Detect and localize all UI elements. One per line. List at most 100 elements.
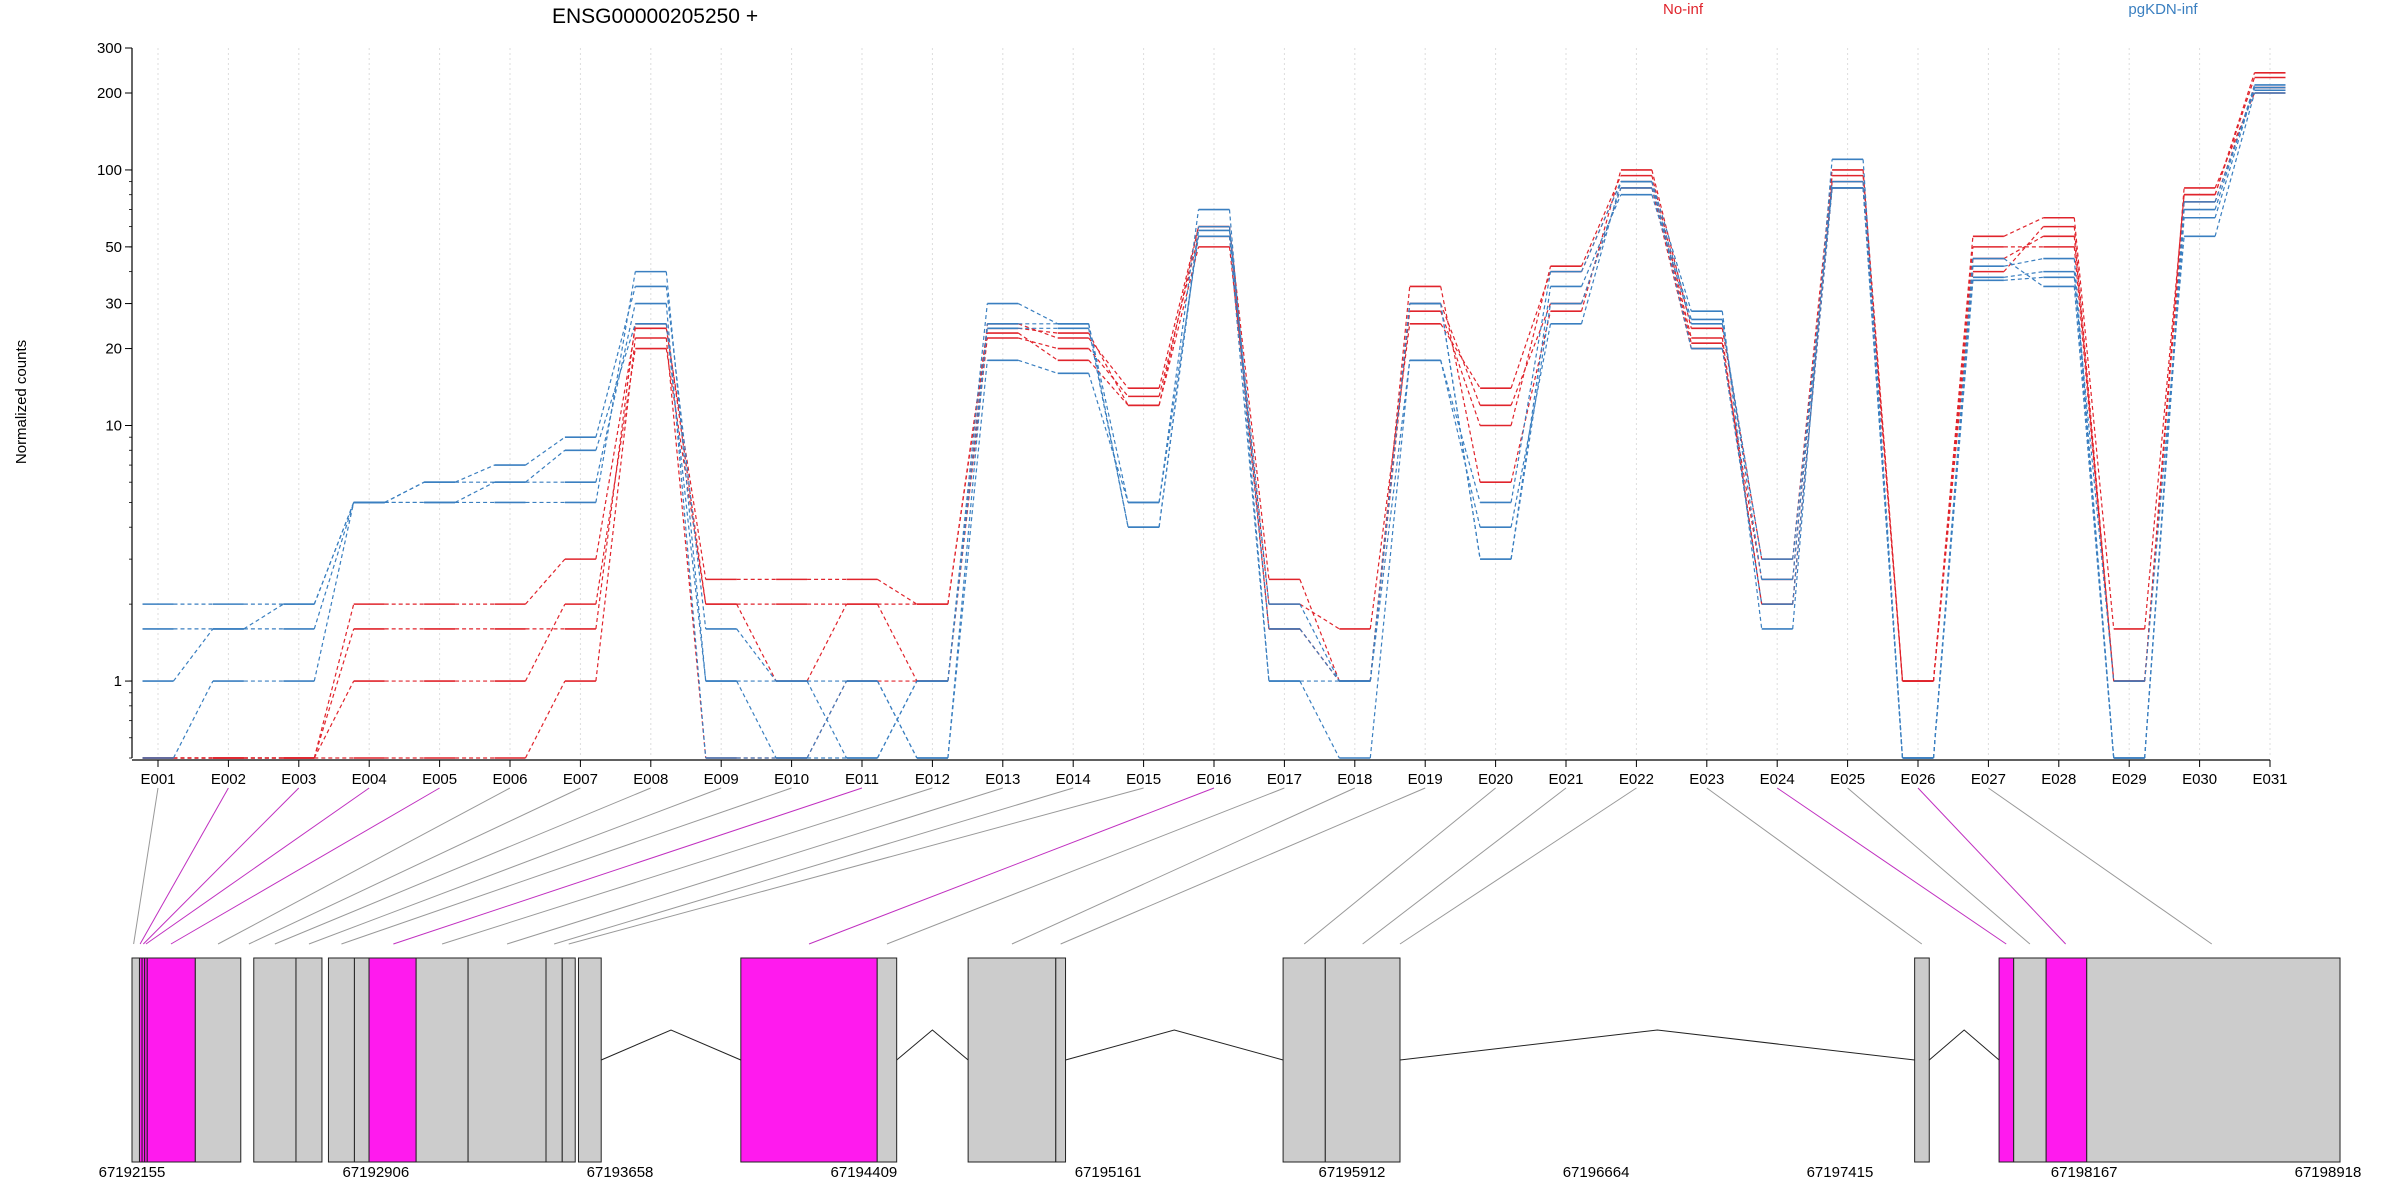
link-E011 (393, 787, 863, 945)
exon-box-E017 (740, 957, 878, 1163)
x-tick-label-E013: E013 (985, 771, 1020, 788)
series-3-connector (876, 603, 918, 682)
series-3-connector (313, 628, 355, 759)
exon-box-E010 (353, 957, 370, 1163)
exon-box-E012 (415, 957, 469, 1163)
intron-4 (1399, 1029, 1915, 1061)
series-7-connector (313, 502, 355, 682)
exon-box-E026 (2045, 957, 2088, 1163)
coord-label-2: 67192906 (342, 1164, 409, 1181)
exon-box-E013 (467, 957, 547, 1163)
x-tick-label-E016: E016 (1196, 771, 1231, 788)
intron-5 (1928, 1029, 2000, 1061)
coord-label-5: 67195161 (1075, 1164, 1142, 1181)
series-5-connector (1510, 271, 1552, 503)
x-tick-label-E020: E020 (1478, 771, 1513, 788)
series-4-connector (1440, 311, 1481, 426)
series-5-connector (1018, 303, 1058, 325)
series-8-connector (1299, 603, 1340, 682)
series-8 (142, 89, 2286, 759)
series-7-connector (1580, 181, 1622, 324)
series-2-connector (1580, 187, 1622, 304)
x-tick-label-E004: E004 (352, 771, 387, 788)
series-3-connector (1510, 311, 1552, 483)
link-E026 (1917, 787, 2066, 945)
series-7-connector (1018, 359, 1058, 374)
series-4-connector (595, 328, 636, 560)
link-E022 (1399, 787, 1637, 945)
link-E004 (145, 787, 370, 945)
series-1-connector (806, 603, 848, 682)
exon-box-E008 (295, 957, 323, 1163)
series-5-connector (1580, 181, 1622, 272)
series-6-connector (1580, 194, 1622, 287)
series-6-connector (1932, 258, 1974, 759)
x-tick-label-E008: E008 (633, 771, 668, 788)
series-4-connector (525, 558, 566, 605)
series-8-connector (1862, 181, 1904, 759)
series-8-connector (2073, 258, 2115, 759)
x-tick-label-E027: E027 (1971, 771, 2006, 788)
x-tick-label-E007: E007 (563, 771, 598, 788)
series-1-connector (1932, 271, 1974, 682)
exon-box-E021 (1282, 957, 1326, 1163)
series-8-connector (1369, 303, 1411, 682)
link-E012 (441, 787, 933, 945)
coord-label-9: 67198167 (2051, 1164, 2118, 1181)
series-7-connector (1862, 187, 1904, 759)
series-8-connector (1932, 266, 1974, 759)
series-6-connector (2003, 258, 2044, 287)
series-6-connector (1651, 194, 1692, 324)
exon-box-E023 (1914, 957, 1930, 1163)
exon-box-E019 (967, 957, 1057, 1163)
series-8-connector (173, 628, 214, 682)
link-E013 (506, 787, 1003, 945)
coord-label-7: 67196664 (1563, 1164, 1630, 1181)
series-6-connector (736, 628, 777, 682)
series-2-connector (2144, 194, 2185, 629)
exon-links (133, 787, 2213, 945)
x-tick-label-E030: E030 (2182, 771, 2217, 788)
x-tick-label-E026: E026 (1900, 771, 1935, 788)
series-2-connector (1932, 236, 1974, 682)
link-E019 (1060, 787, 1426, 945)
exon-box-E022 (1324, 957, 1401, 1163)
series-4-connector (2144, 194, 2185, 682)
exon-box-E006 (194, 957, 242, 1163)
series-4-connector (313, 603, 355, 759)
series-8-connector (384, 481, 425, 503)
x-tick-label-E019: E019 (1408, 771, 1443, 788)
series-8-connector (876, 680, 918, 759)
series-5-connector (1088, 323, 1129, 503)
series-1-connector (1088, 359, 1129, 406)
series-8-connector (947, 328, 988, 682)
series-5-connector (1158, 209, 1200, 503)
link-E025 (1847, 787, 2031, 945)
series-2-connector (2003, 217, 2044, 237)
x-tick-label-E001: E001 (140, 771, 175, 788)
series-2-connector (1651, 187, 1692, 349)
link-E008 (274, 787, 651, 945)
exon-box-E007 (253, 957, 297, 1163)
exon-box-E011 (368, 957, 417, 1163)
series-4-connector (1651, 175, 1692, 339)
series-3-connector (2003, 235, 2044, 260)
exon-box-E016 (577, 957, 602, 1163)
x-tick-label-E012: E012 (915, 771, 950, 788)
legend-item-1: No-inf (1663, 1, 1704, 18)
series-2-connector (595, 337, 636, 682)
x-tick-label-E005: E005 (422, 771, 457, 788)
y-tick-label-10: 10 (105, 418, 122, 435)
y-tick-label-200: 200 (97, 85, 122, 102)
series-8-connector (1792, 181, 1833, 580)
series-5-connector (1721, 311, 1763, 629)
coord-label-1: 67192155 (99, 1164, 166, 1181)
y-tick-label-20: 20 (105, 341, 122, 358)
x-tick-label-E010: E010 (774, 771, 809, 788)
coord-label-10: 67198918 (2295, 1164, 2362, 1181)
intron-1 (601, 1029, 742, 1061)
series-4-connector (2073, 246, 2115, 682)
link-E017 (886, 787, 1285, 945)
x-tick-label-E021: E021 (1548, 771, 1583, 788)
